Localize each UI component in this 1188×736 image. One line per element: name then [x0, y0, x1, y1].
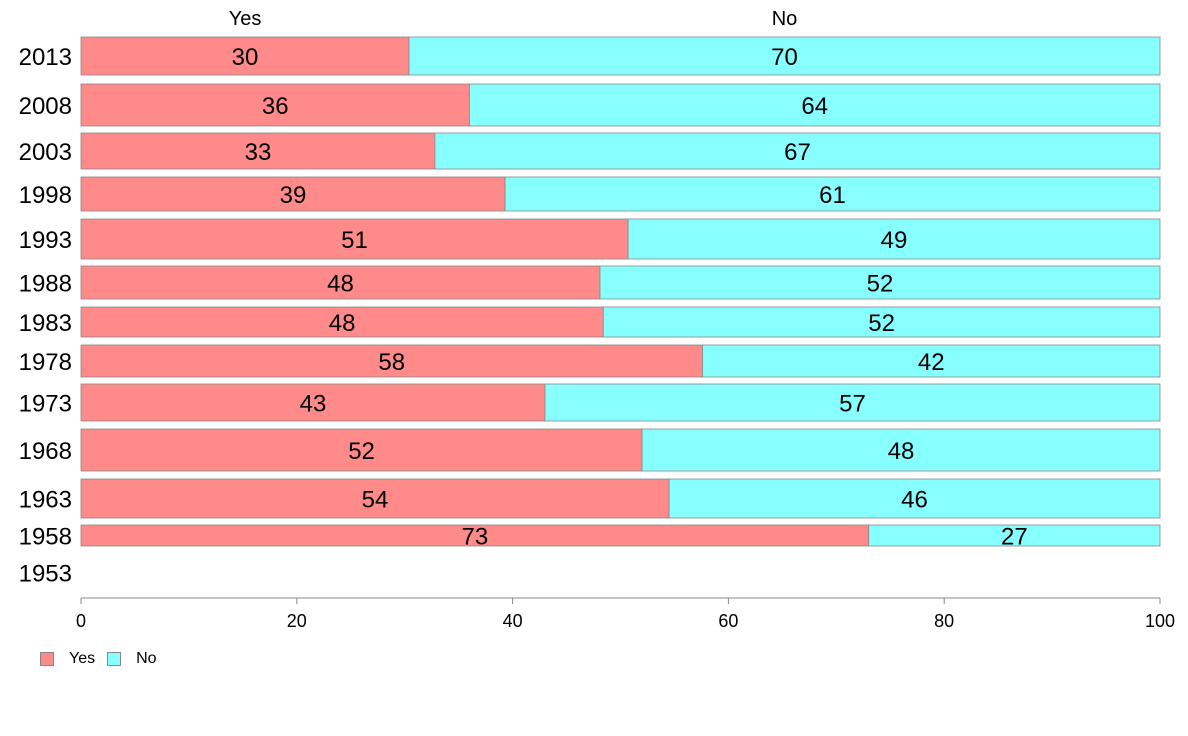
- data-label-yes-1973: 43: [300, 391, 327, 418]
- y-tick-label-1978: 1978: [19, 349, 72, 376]
- bar-no-1968: [641, 428, 1161, 472]
- y-tick-label-1983: 1983: [19, 310, 72, 337]
- bar-no-1993: [627, 218, 1161, 260]
- legend-item-no: No: [107, 650, 157, 668]
- legend-swatch-yes: [40, 652, 54, 666]
- y-tick-label-2008: 2008: [19, 93, 72, 120]
- legend-label-yes: Yes: [69, 650, 96, 667]
- y-tick-label-1963: 1963: [19, 487, 72, 514]
- legend-label-no: No: [136, 650, 157, 667]
- data-label-yes-2013: 30: [232, 44, 259, 71]
- bar-no-1963: [668, 478, 1161, 519]
- bar-no-1998: [504, 176, 1161, 212]
- x-tick-label-80: 80: [934, 611, 954, 631]
- data-label-no-1983: 52: [868, 310, 895, 337]
- bar-yes-2008: [80, 83, 470, 127]
- column-header-no: No: [772, 8, 798, 30]
- column-header-yes: Yes: [229, 8, 262, 30]
- data-label-no-2003: 67: [784, 139, 811, 166]
- x-tick-label-0: 0: [76, 611, 86, 631]
- data-label-no-1968: 48: [888, 438, 915, 465]
- bar-yes-2003: [80, 132, 436, 170]
- data-label-yes-2003: 33: [245, 139, 272, 166]
- y-tick-label-1968: 1968: [19, 438, 72, 465]
- legend-swatch-no: [107, 652, 122, 666]
- data-label-yes-1988: 48: [327, 271, 354, 298]
- bar-yes-1993: [80, 218, 629, 260]
- y-tick-label-2013: 2013: [19, 44, 72, 71]
- bar-yes-2013: [80, 36, 410, 76]
- y-tick-label-1958: 1958: [19, 524, 72, 551]
- y-tick-label-1953: 1953: [19, 561, 72, 588]
- bar-yes-1968: [80, 428, 643, 472]
- data-label-yes-1993: 51: [341, 227, 368, 254]
- bar-no-2008: [469, 83, 1161, 127]
- bar-yes-1983: [80, 306, 604, 338]
- y-tick-label-1993: 1993: [19, 227, 72, 254]
- bar-no-2013: [408, 36, 1161, 76]
- x-tick-label-60: 60: [718, 611, 738, 631]
- y-tick-label-1973: 1973: [19, 391, 72, 418]
- bar-no-2003: [434, 132, 1161, 170]
- bar-no-1988: [599, 265, 1161, 300]
- x-tick-label-20: 20: [287, 611, 307, 631]
- data-label-no-2013: 70: [771, 44, 798, 71]
- y-tick-label-2003: 2003: [19, 139, 72, 166]
- data-label-yes-2008: 36: [262, 93, 289, 120]
- bar-no-1958: [868, 524, 1161, 547]
- data-label-no-1993: 49: [881, 227, 908, 254]
- data-label-no-1998: 61: [819, 182, 846, 209]
- x-tick-label-100: 100: [1145, 611, 1175, 631]
- bar-no-1973: [544, 383, 1161, 422]
- data-label-yes-1978: 58: [378, 349, 405, 376]
- bar-yes-1973: [80, 383, 546, 422]
- data-label-yes-1968: 52: [348, 438, 375, 465]
- data-label-no-1988: 52: [867, 271, 894, 298]
- legend: Yes No: [40, 650, 169, 668]
- data-label-no-1958: 27: [1001, 524, 1028, 551]
- bar-yes-1963: [80, 478, 670, 519]
- data-label-no-1973: 57: [839, 391, 866, 418]
- x-tick-label-40: 40: [503, 611, 523, 631]
- y-tick-label-1988: 1988: [19, 271, 72, 298]
- data-label-no-1963: 46: [901, 487, 928, 514]
- y-tick-label-1998: 1998: [19, 182, 72, 209]
- bar-no-1978: [702, 344, 1161, 378]
- data-label-yes-1983: 48: [329, 310, 356, 337]
- data-label-yes-1998: 39: [280, 182, 307, 209]
- data-label-no-2008: 64: [801, 93, 828, 120]
- data-label-no-1978: 42: [918, 349, 945, 376]
- legend-item-yes: Yes: [40, 650, 95, 668]
- bar-yes-1998: [80, 176, 506, 212]
- bar-no-1983: [602, 306, 1161, 338]
- data-label-yes-1958: 73: [461, 524, 488, 551]
- data-label-yes-1963: 54: [362, 487, 389, 514]
